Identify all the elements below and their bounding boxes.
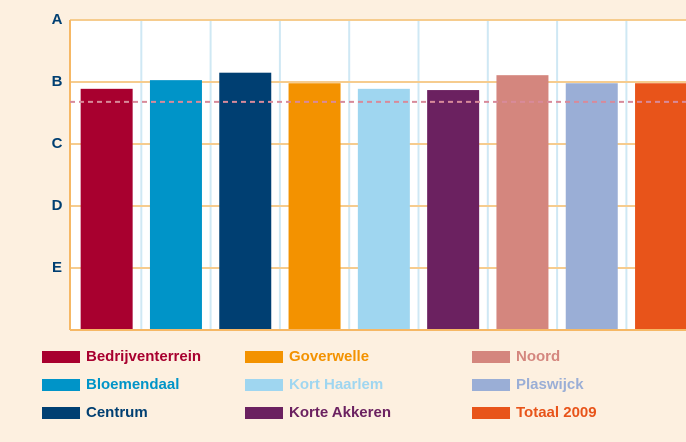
- bar: [427, 90, 480, 330]
- bar: [635, 83, 686, 331]
- bar: [80, 88, 133, 330]
- y-tick-label: E: [52, 259, 62, 276]
- legend-label: Goverwelle: [289, 348, 369, 365]
- legend-label: Plaswijck: [516, 376, 584, 393]
- bar: [288, 83, 341, 331]
- legend-swatch: [472, 379, 510, 391]
- legend-label: Bloemendaal: [86, 376, 179, 393]
- legend-swatch: [42, 407, 80, 419]
- legend-label: Kort Haarlem: [289, 376, 383, 393]
- legend-label: Bedrijventerrein: [86, 348, 201, 365]
- legend-swatch: [245, 407, 283, 419]
- legend-swatch: [245, 351, 283, 363]
- legend-label: Totaal 2009: [516, 404, 597, 421]
- legend-swatch: [472, 351, 510, 363]
- y-tick-label: A: [52, 11, 63, 28]
- legend-label: Korte Akkeren: [289, 404, 391, 421]
- y-tick-label: C: [52, 135, 63, 152]
- legend-swatch: [42, 379, 80, 391]
- bar: [357, 88, 410, 330]
- legend-label: Centrum: [86, 404, 148, 421]
- bar: [219, 72, 272, 330]
- legend-swatch: [245, 379, 283, 391]
- bar: [149, 80, 202, 330]
- bar: [496, 75, 549, 331]
- y-tick-label: D: [52, 197, 63, 214]
- legend-label: Noord: [516, 348, 560, 365]
- legend-swatch: [472, 407, 510, 419]
- y-tick-label: B: [52, 73, 63, 90]
- legend-swatch: [42, 351, 80, 363]
- bar: [565, 83, 618, 331]
